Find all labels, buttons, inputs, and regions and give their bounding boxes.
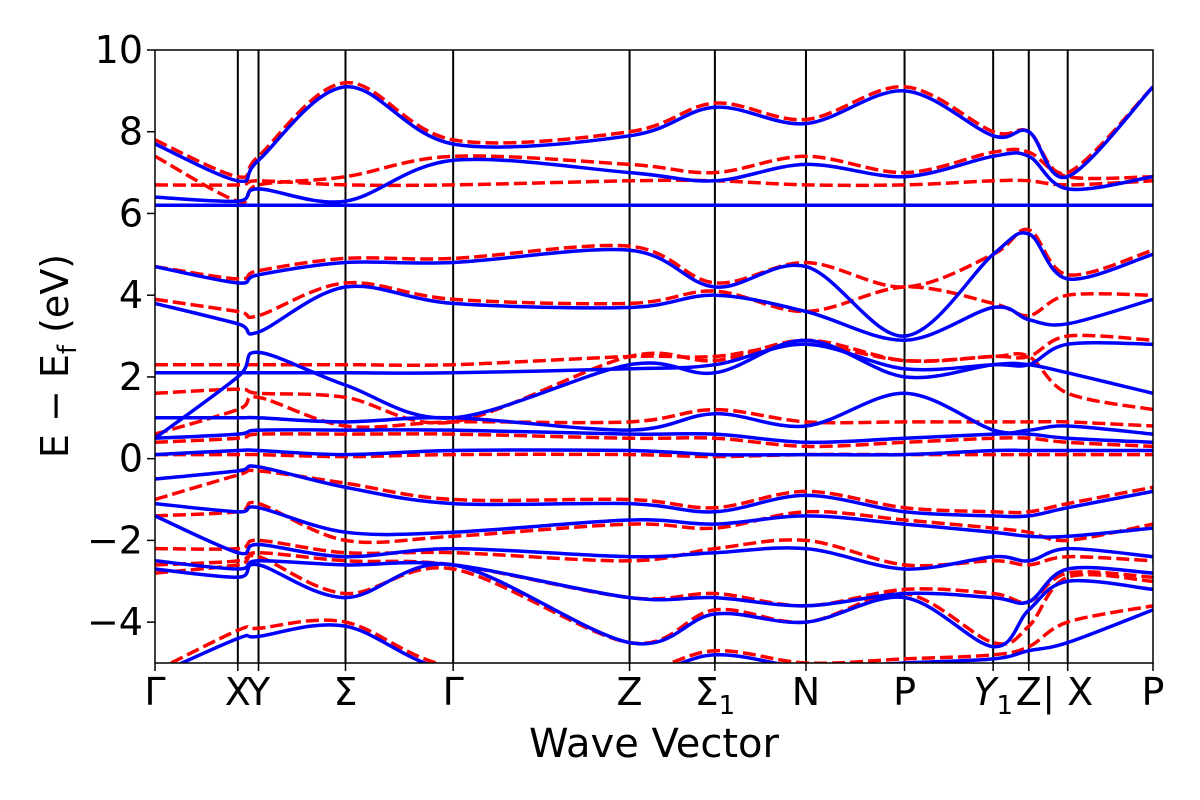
y-tick-label: 2 bbox=[119, 355, 143, 399]
y-tick-label: 6 bbox=[119, 191, 143, 235]
band-line bbox=[155, 280, 1153, 320]
band-line bbox=[155, 227, 1153, 289]
y-tick-label: −2 bbox=[87, 518, 143, 562]
x-axis-label: Wave Vector bbox=[529, 721, 780, 767]
x-tick-label: Y1 bbox=[973, 670, 1013, 721]
band-line bbox=[155, 452, 1153, 459]
band-line bbox=[155, 432, 1153, 449]
y-tick-label: −4 bbox=[87, 600, 143, 644]
band-line bbox=[155, 284, 1153, 342]
band-line bbox=[155, 340, 1153, 375]
solid-series bbox=[155, 85, 1153, 663]
axes-frame bbox=[154, 49, 1154, 664]
y-tick-label: 0 bbox=[119, 437, 143, 481]
band-line bbox=[155, 333, 1153, 368]
x-tick-label: | X bbox=[1042, 670, 1093, 715]
band-line bbox=[155, 85, 1153, 184]
x-tick-label: Γ bbox=[443, 670, 464, 714]
band-line bbox=[155, 391, 1153, 436]
band-line bbox=[177, 608, 1153, 663]
band-line bbox=[155, 428, 1153, 445]
plot-frame bbox=[154, 49, 1154, 664]
band-line bbox=[155, 550, 1153, 608]
band-line bbox=[155, 514, 1153, 571]
y-axis-ticks: −4 −2 0 2 4 6 8 10 bbox=[87, 28, 155, 644]
band-line bbox=[155, 338, 1153, 425]
x-tick-label: Σ bbox=[333, 670, 357, 714]
band-line bbox=[155, 501, 1153, 539]
y-tick-label: 4 bbox=[119, 273, 143, 317]
x-tick-label: Y bbox=[246, 670, 271, 714]
band-line bbox=[155, 468, 1153, 515]
y-axis-label-main: E − E bbox=[33, 354, 77, 458]
band-line bbox=[155, 464, 1153, 519]
band-line bbox=[155, 500, 1153, 545]
y-axis-label: E − Ef (eV) bbox=[33, 254, 83, 458]
x-tick-label: P bbox=[1142, 670, 1165, 714]
x-tick-label: N bbox=[792, 670, 820, 714]
band-line bbox=[155, 559, 1153, 608]
band-line bbox=[155, 538, 1153, 568]
x-tick-label: P bbox=[893, 670, 916, 714]
y-axis-label-sub: f bbox=[53, 344, 83, 354]
dashed-series bbox=[155, 80, 1153, 663]
y-tick-label: 10 bbox=[95, 28, 143, 72]
band-line bbox=[155, 147, 1153, 204]
x-tick-label: X bbox=[225, 670, 251, 714]
band-line bbox=[155, 448, 1153, 457]
x-tick-label: Z bbox=[617, 670, 643, 714]
x-tick-label: Z bbox=[1016, 670, 1042, 714]
y-axis-label-unit: (eV) bbox=[33, 254, 77, 345]
bands bbox=[155, 80, 1153, 663]
band-line bbox=[155, 151, 1153, 204]
band-line bbox=[155, 562, 1153, 649]
y-tick-label: 8 bbox=[119, 110, 143, 154]
band-line bbox=[155, 395, 1153, 436]
x-tick-label: Σ1 bbox=[695, 670, 736, 721]
x-tick-label: Γ bbox=[144, 670, 165, 714]
band-line bbox=[155, 231, 1153, 338]
band-line bbox=[167, 604, 1153, 663]
